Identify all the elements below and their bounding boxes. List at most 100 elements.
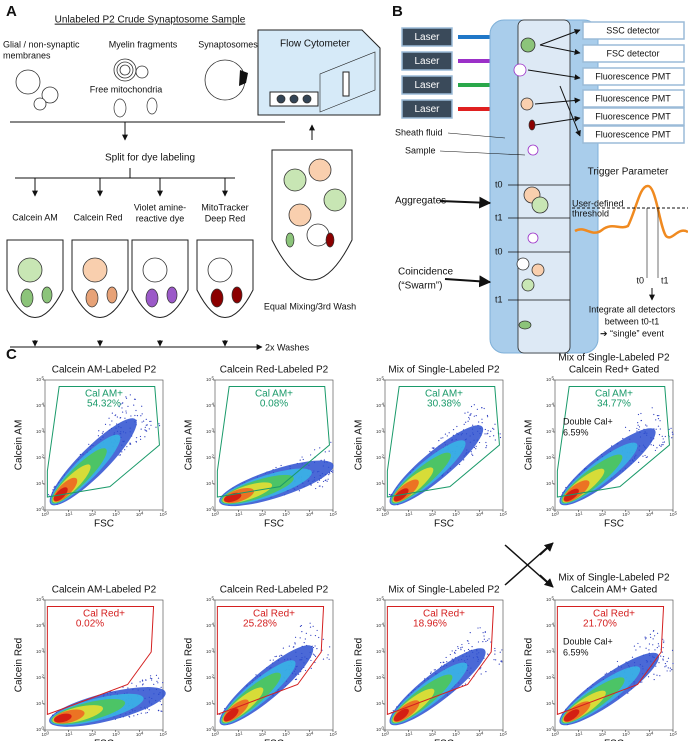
tick-exponent: 4 [141, 731, 144, 736]
event-dot [317, 481, 319, 483]
tick-base: 10 [206, 649, 212, 654]
event-dot [97, 435, 100, 437]
cytometer-frame [319, 51, 376, 113]
event-dot [316, 629, 318, 632]
cell [527, 232, 539, 244]
tick-exponent: 4 [382, 622, 385, 627]
event-dot [482, 641, 484, 643]
event-dot [145, 712, 147, 714]
tick-base: 10 [376, 597, 382, 602]
gate [386, 386, 500, 498]
tick-base: 10 [546, 701, 552, 706]
plot-title: Calcein Red-Labeled P2 [220, 365, 329, 376]
particle [85, 288, 99, 308]
event-dot [314, 661, 316, 664]
tick-base: 10 [499, 512, 505, 517]
label: Aggregates [395, 196, 446, 207]
event-dot [470, 451, 472, 453]
label: t0 [495, 179, 503, 189]
event-dot [274, 655, 276, 658]
label: C [6, 346, 17, 363]
tick-exponent: 4 [651, 511, 654, 516]
tick-exponent: 1 [70, 511, 73, 516]
event-dot [662, 638, 664, 640]
gate [216, 606, 325, 716]
event-dot [219, 713, 221, 716]
event-dot [642, 455, 644, 457]
event-dot [616, 660, 619, 663]
tick-exponent: 1 [410, 731, 413, 736]
tick-base: 10 [41, 732, 47, 737]
event-dot [280, 464, 282, 467]
label: Sample [405, 145, 436, 155]
tick-exponent: 0 [557, 731, 560, 736]
event-dot [494, 439, 496, 441]
connector [534, 97, 581, 105]
label: Free mitochondria [90, 84, 163, 94]
x-axis-label: FSC [604, 739, 624, 741]
event-dot [453, 651, 456, 653]
label: Cal Red+ [593, 609, 635, 620]
event-dot [160, 710, 162, 712]
event-dot [487, 432, 489, 434]
event-dot [482, 632, 484, 634]
label: Flow Cytometer [280, 39, 351, 50]
tick-base: 10 [282, 512, 288, 517]
event-dot [288, 645, 290, 647]
label: ➔ “single” event [600, 328, 665, 338]
label: MitoTracker [201, 202, 248, 212]
cell [516, 257, 530, 271]
density [54, 713, 72, 723]
event-dot [318, 485, 321, 487]
event-dot [314, 655, 317, 657]
tick-exponent: 1 [382, 480, 385, 485]
event-dot [665, 665, 667, 667]
event-dot [499, 433, 501, 435]
plot-title: Mix of Single-Labeled P2 [388, 585, 500, 596]
tick-base: 10 [551, 512, 557, 517]
event-dot [433, 669, 435, 671]
event-dot [448, 432, 450, 434]
tick-base: 10 [206, 507, 212, 512]
tick-base: 10 [376, 429, 382, 434]
tick-base: 10 [206, 403, 212, 408]
event-dot [294, 636, 297, 638]
tick-exponent: 4 [552, 402, 555, 407]
event-dot [646, 425, 648, 427]
gate [556, 386, 670, 498]
event-dot [142, 420, 145, 422]
plot-title: Calcein AM-Labeled P2 [52, 585, 157, 596]
event-dot [316, 648, 318, 650]
event-dot [669, 667, 672, 669]
label: 0.02% [76, 619, 104, 630]
tick-base: 10 [622, 732, 628, 737]
event-dot [486, 414, 489, 417]
event-dot [127, 687, 129, 689]
event-dot [141, 413, 143, 415]
event-dot [644, 638, 647, 640]
tick-base: 10 [136, 732, 142, 737]
event-dot [146, 711, 148, 714]
event-dot [330, 441, 332, 443]
label: 25.28% [243, 619, 277, 630]
event-dot [471, 453, 473, 455]
event-dot [664, 435, 666, 438]
event-dot [457, 647, 459, 650]
particle [146, 97, 158, 115]
event-dot [454, 652, 456, 654]
event-dot [144, 426, 146, 428]
cell [283, 168, 307, 192]
tick-base: 10 [575, 512, 581, 517]
event-dot [486, 653, 489, 655]
event-dot [465, 421, 467, 423]
event-dot [128, 715, 130, 717]
event-dot [155, 426, 157, 428]
tick-exponent: 1 [382, 700, 385, 705]
event-dot [131, 682, 133, 684]
tick-exponent: 5 [335, 731, 338, 736]
event-dot [135, 437, 138, 439]
tick-exponent: 1 [580, 731, 583, 736]
event-dot [478, 441, 481, 444]
event-dot [135, 685, 137, 687]
event-dot [430, 671, 432, 673]
